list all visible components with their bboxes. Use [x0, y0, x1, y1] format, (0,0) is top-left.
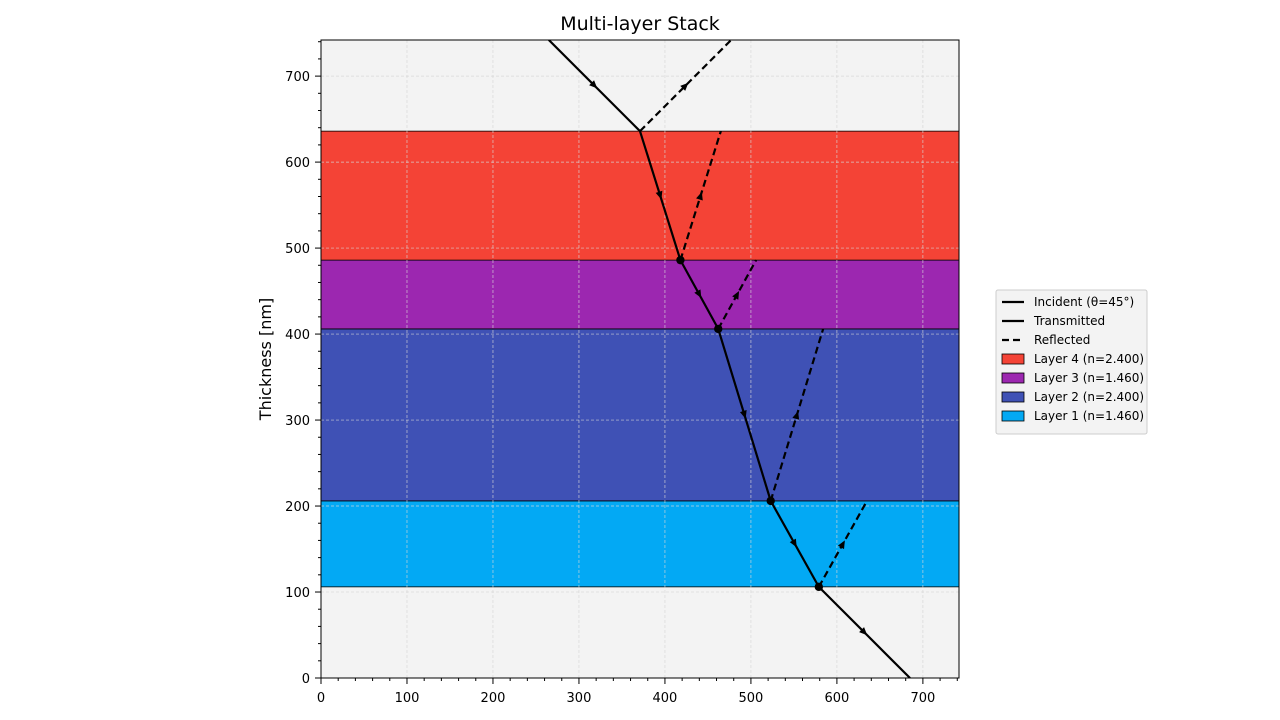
transmitted-ray-arrow: [694, 289, 702, 299]
interface-point: [714, 324, 723, 334]
layer-band-4: [320, 130, 960, 261]
x-tick-label: 100: [395, 691, 420, 706]
x-tick-label: 0: [317, 691, 325, 706]
y-tick-label: 600: [285, 156, 310, 171]
legend-box: [995, 289, 1148, 435]
legend-label: Transmitted: [1033, 314, 1105, 328]
reflected-ray-arrow: [680, 82, 689, 91]
y-tick-label: 400: [285, 328, 310, 343]
reflected-ray-arrow: [792, 411, 800, 420]
reflected-ray-arrow: [696, 191, 703, 201]
y-tick-label: 0: [302, 672, 310, 687]
interface-point: [814, 582, 824, 592]
reflected-ray-arrow: [837, 540, 845, 550]
x-tick-label: 500: [739, 691, 764, 706]
legend-label: Layer 2 (n=2.400): [1034, 390, 1144, 404]
y-axis-title: Thickness [nm]: [256, 298, 275, 421]
y-tick-label: 700: [285, 70, 310, 85]
legend-patch-marker: [1001, 410, 1025, 422]
axes-ticks: 0 100 200 300 400 500 600 700 0 100 200 300 400 500 60…: [285, 41, 958, 706]
legend-label: Layer 3 (n=1.460): [1034, 371, 1144, 385]
legend-item-layer-2: Layer 2 (n=2.400): [1001, 390, 1144, 404]
x-tick-label: 300: [567, 691, 592, 706]
legend-item-transmitted: Transmitted: [1002, 314, 1105, 328]
y-tick-label: 100: [285, 586, 310, 601]
y-tick-label: 200: [285, 500, 310, 515]
legend-patch-marker: [1001, 372, 1025, 384]
legend: Incident (θ=45°) Transmitted Reflected Laye…: [995, 289, 1148, 435]
legend-label: Layer 4 (n=2.400): [1034, 352, 1144, 366]
x-tick-label: 400: [653, 691, 678, 706]
legend-patch-marker: [1001, 391, 1025, 403]
transmitted-ray-arrow: [655, 190, 663, 200]
interface-point: [676, 255, 685, 265]
x-tick-label: 700: [910, 691, 935, 706]
y-tick-label: 500: [285, 242, 310, 257]
gridlines: [320, 40, 959, 679]
legend-item-reflected: Reflected: [1002, 333, 1090, 347]
rays: [548, 40, 911, 678]
layer-band-2: [320, 328, 960, 502]
legend-item-layer-3: Layer 3 (n=1.460): [1001, 371, 1144, 385]
x-tick-label: 600: [824, 691, 849, 706]
transmitted-ray-arrow: [859, 627, 868, 636]
plot-frame: [320, 39, 960, 679]
x-tick-label: 200: [481, 691, 506, 706]
legend-item-layer-4: Layer 4 (n=2.400): [1001, 352, 1144, 366]
legend-item-layer-1: Layer 1 (n=1.460): [1001, 409, 1144, 423]
layer-band-1: [320, 500, 960, 588]
reflected-ray-arrow: [732, 291, 740, 300]
legend-label: Layer 1 (n=1.460): [1034, 409, 1144, 423]
transmitted-ray-arrow: [739, 410, 747, 419]
transmitted-ray-arrow: [789, 538, 797, 548]
legend-patch-marker: [1001, 353, 1025, 365]
y-tick-label: 300: [285, 414, 310, 429]
legend-label: Reflected: [1034, 333, 1090, 347]
interface-point: [766, 496, 775, 506]
incident-ray-arrow: [589, 80, 598, 89]
legend-item-incident: Incident (θ=45°): [1002, 295, 1134, 309]
chart-title: Multi-layer Stack: [560, 13, 720, 35]
legend-label: Incident (θ=45°): [1034, 295, 1134, 309]
layer-band-3: [320, 259, 960, 330]
